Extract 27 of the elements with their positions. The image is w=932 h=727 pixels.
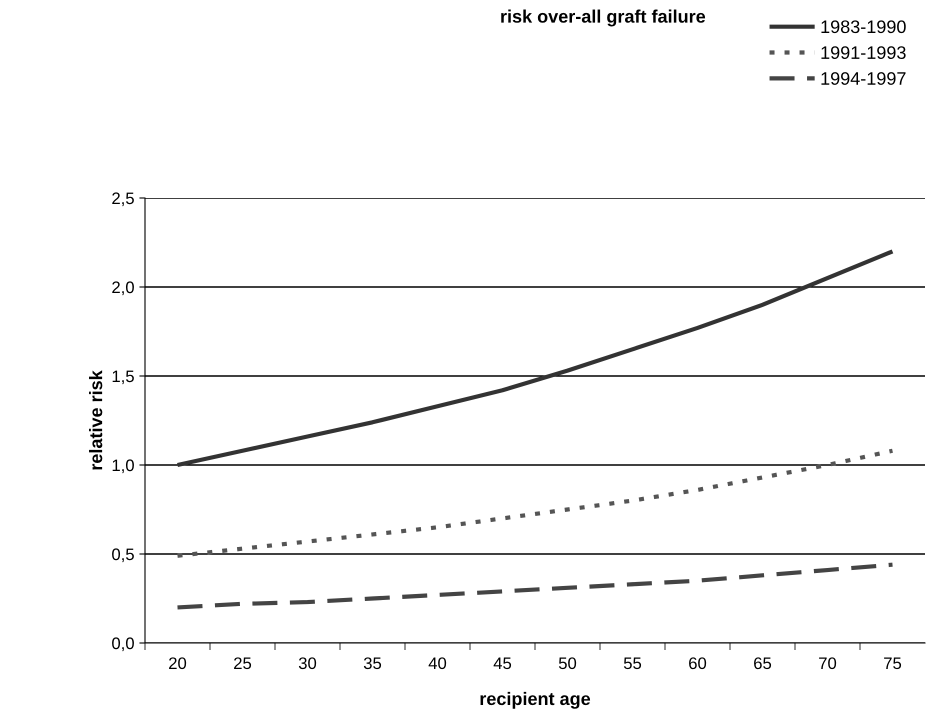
chart-title: risk over-all graft failure — [501, 10, 706, 26]
x-tick-label: 30 — [298, 657, 316, 670]
legend-label: 1983-1990 — [821, 20, 906, 34]
x-tick-label: 20 — [169, 657, 186, 670]
x-tick-label: 60 — [689, 657, 706, 670]
y-tick-label: 1,0 — [112, 459, 134, 474]
y-tick-label: 1,5 — [112, 370, 134, 384]
x-tick-label: 50 — [558, 657, 576, 670]
y-tick-label: 2,0 — [112, 281, 134, 296]
x-tick-label: 45 — [494, 658, 512, 670]
y-tick-label: 0,5 — [112, 548, 134, 562]
x-tick-label: 25 — [234, 657, 252, 670]
line-series — [175, 249, 895, 468]
y-axis-title: relative risk — [89, 370, 102, 470]
x-tick-label: 75 — [884, 658, 902, 670]
y-tick-label: 0,0 — [112, 637, 134, 652]
x-tick-label: 65 — [754, 657, 772, 670]
x-tick-label: 55 — [624, 658, 642, 670]
line-series — [175, 562, 895, 610]
legend-label: 1991-1993 — [821, 46, 906, 60]
line-series — [175, 448, 895, 558]
x-axis-title: recipient age — [480, 692, 590, 709]
x-tick-label: 35 — [364, 657, 382, 670]
x-tick-label: 40 — [428, 657, 446, 670]
x-tick-label: 70 — [819, 657, 836, 670]
y-tick-label: 2,5 — [112, 192, 134, 206]
legend-label: 1994-1997 — [821, 72, 906, 85]
